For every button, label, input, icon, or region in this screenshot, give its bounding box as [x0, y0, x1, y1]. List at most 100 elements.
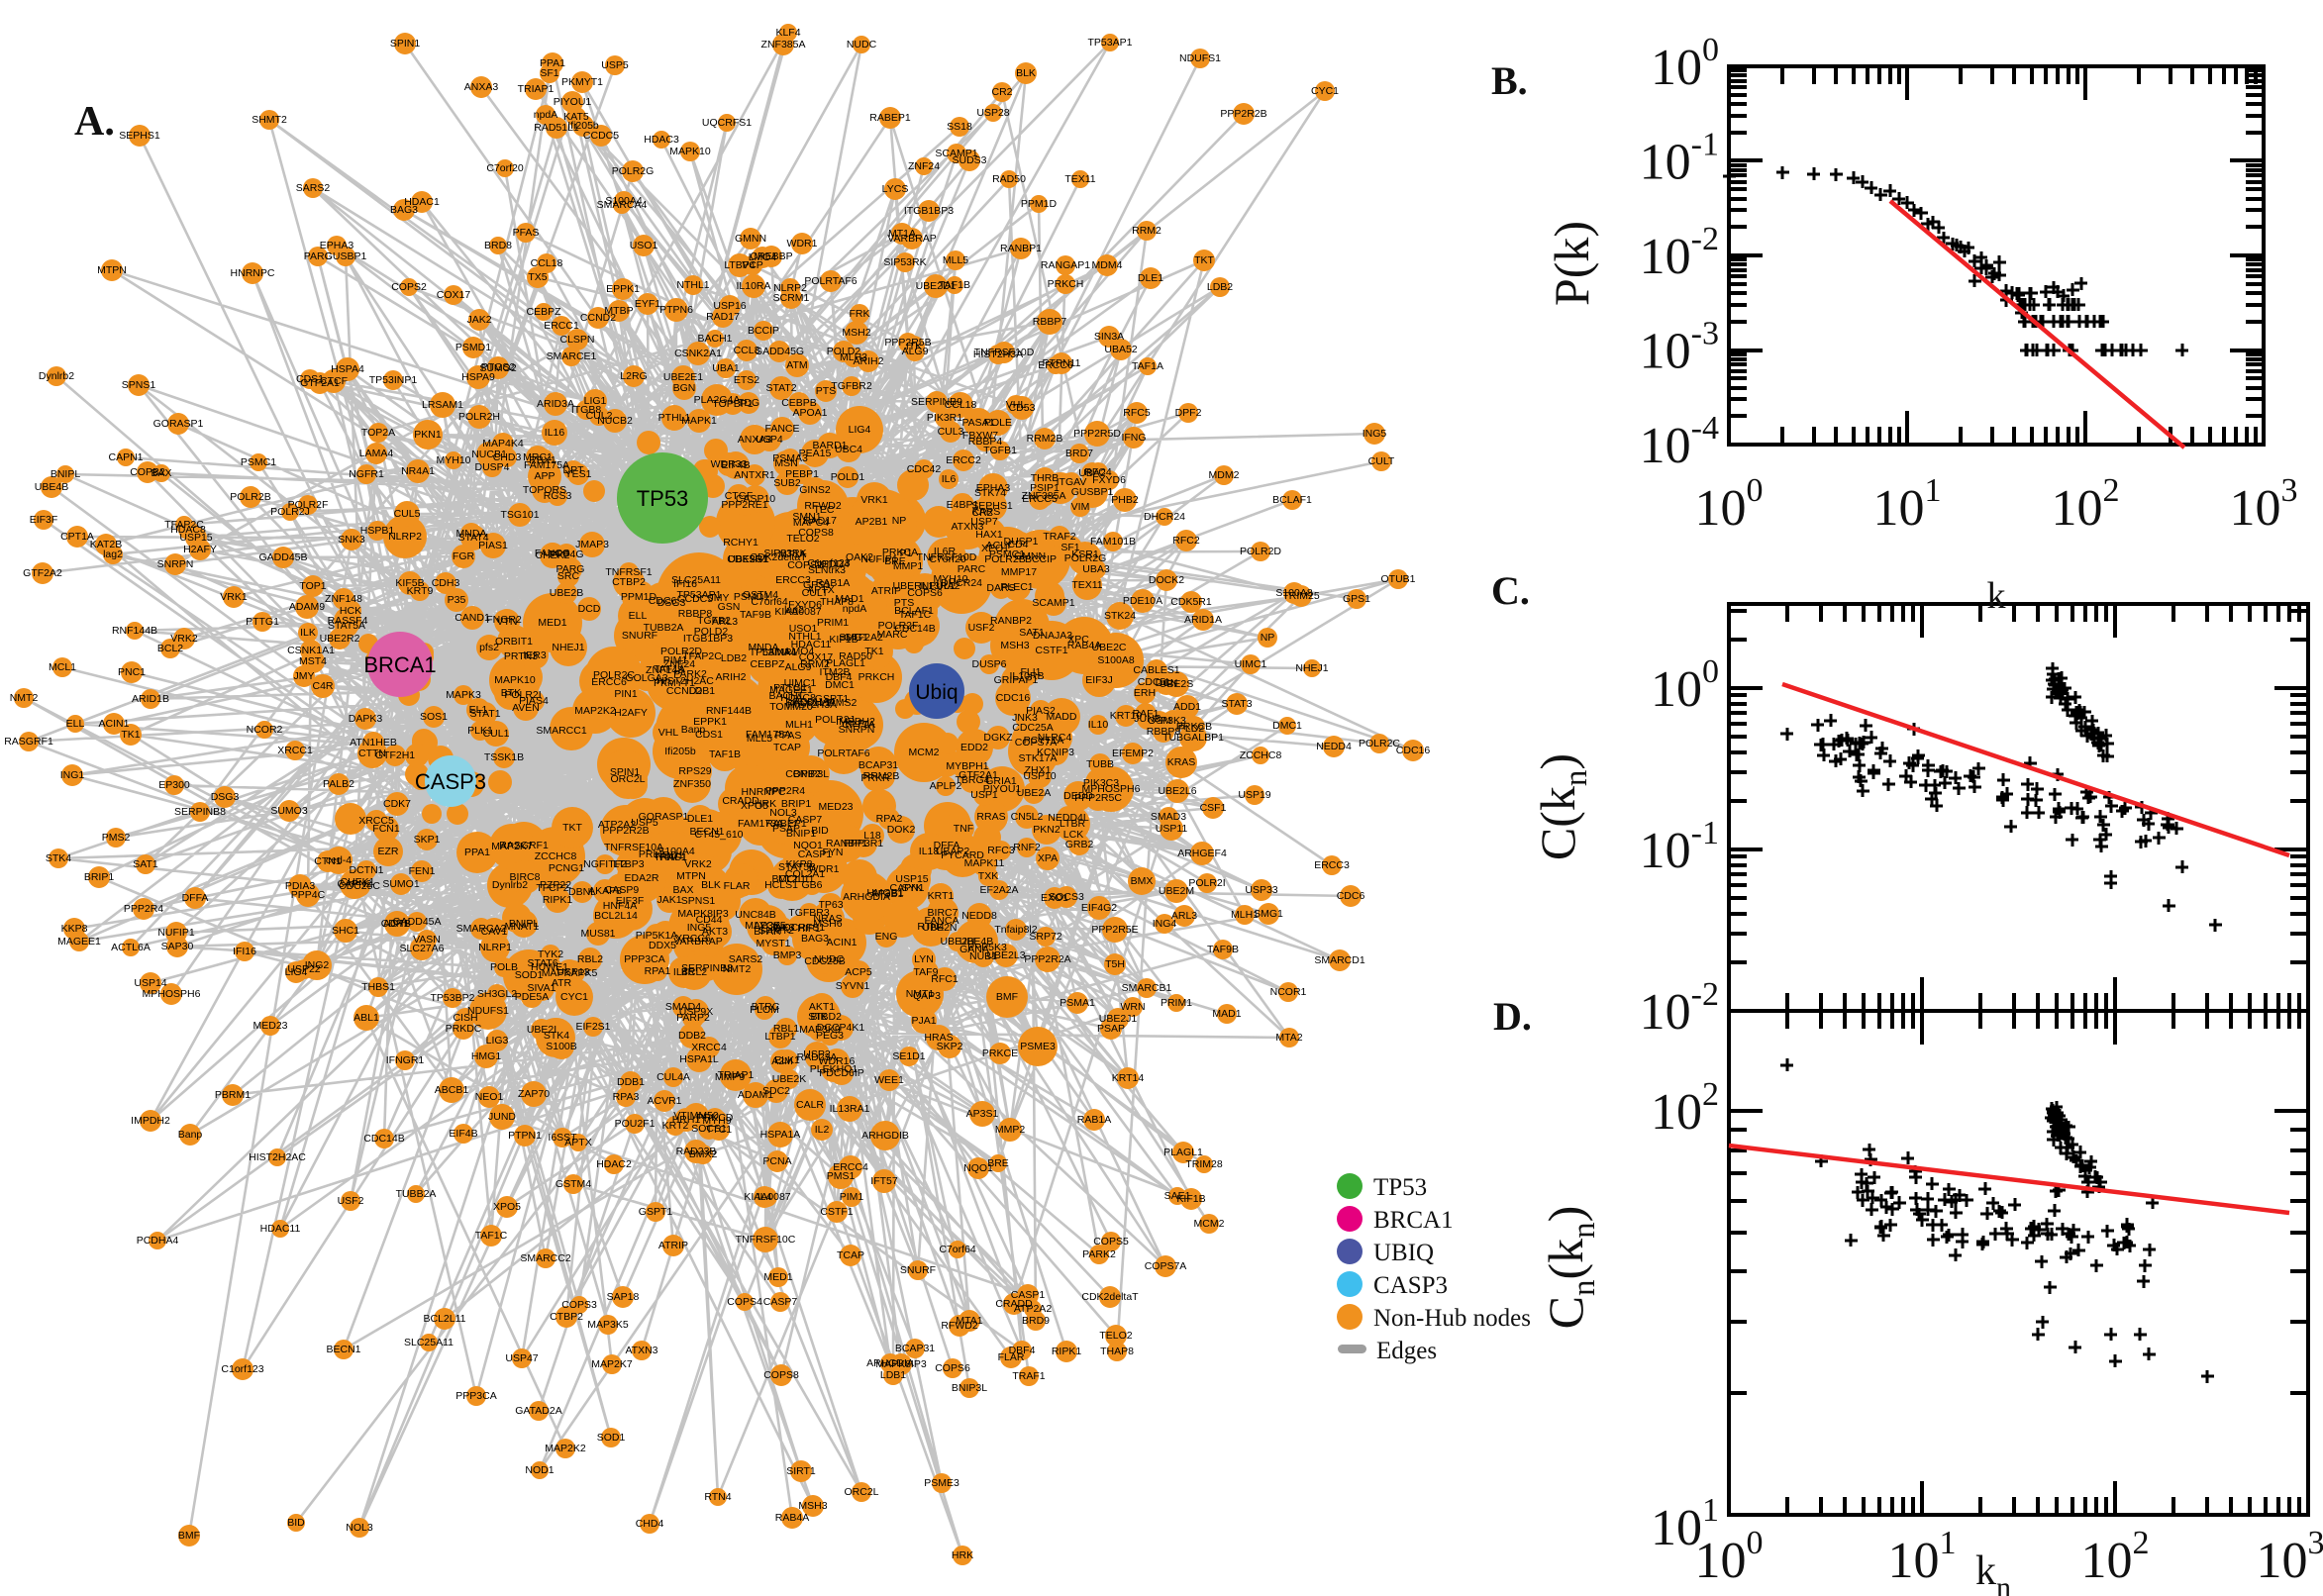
svg-text:PRTN3: PRTN3 — [504, 650, 538, 662]
svg-text:TKT: TKT — [1194, 254, 1214, 266]
svg-text:C1orf123: C1orf123 — [807, 557, 850, 569]
svg-text:BARD1: BARD1 — [812, 440, 847, 451]
svg-text:IL4R: IL4R — [673, 966, 696, 978]
svg-text:ATXN3: ATXN3 — [625, 1345, 657, 1356]
svg-text:AP3S1: AP3S1 — [966, 1108, 999, 1120]
svg-text:RPS29: RPS29 — [678, 765, 711, 777]
svg-text:GMNN: GMNN — [1014, 550, 1046, 562]
svg-text:FXYD6: FXYD6 — [788, 599, 822, 611]
svg-text:DMC1: DMC1 — [1272, 720, 1302, 732]
svg-text:ARHGDIA: ARHGDIA — [843, 891, 890, 903]
svg-text:USP47: USP47 — [505, 1352, 538, 1364]
svg-text:lag2: lag2 — [784, 604, 804, 616]
svg-text:VRK1: VRK1 — [220, 591, 248, 603]
svg-text:STK24: STK24 — [1104, 610, 1136, 622]
svg-text:TNFRSF10C: TNFRSF10C — [736, 1234, 796, 1246]
svg-text:CCDC5: CCDC5 — [677, 593, 713, 605]
svg-text:NEDD4: NEDD4 — [1316, 741, 1352, 752]
svg-text:A2M: A2M — [771, 1055, 793, 1067]
svg-text:PLAGL1: PLAGL1 — [1163, 1147, 1203, 1158]
svg-text:DFFA: DFFA — [934, 840, 960, 851]
svg-text:RASGRF1: RASGRF1 — [499, 840, 549, 851]
svg-text:FLAR: FLAR — [724, 880, 751, 892]
svg-text:PBRM1: PBRM1 — [215, 1089, 251, 1101]
svg-text:NEDD4: NEDD4 — [814, 558, 850, 570]
svg-text:PSME3: PSME3 — [924, 1477, 960, 1489]
svg-text:ACVR1: ACVR1 — [647, 1095, 681, 1107]
svg-text:LDB2: LDB2 — [721, 652, 747, 664]
svg-text:SMARCC1: SMARCC1 — [536, 725, 587, 737]
svg-text:IFNG: IFNG — [1121, 432, 1146, 444]
svg-text:k: k — [1987, 575, 2006, 617]
svg-text:BRD7: BRD7 — [1065, 448, 1093, 459]
svg-text:AKT3: AKT3 — [702, 926, 728, 938]
svg-text:TRAF2: TRAF2 — [1043, 531, 1075, 543]
svg-text:COPS5: COPS5 — [1093, 1236, 1129, 1247]
svg-text:LYCS: LYCS — [755, 920, 781, 932]
svg-text:PHB2: PHB2 — [1111, 494, 1139, 506]
svg-text:KCNIP3: KCNIP3 — [1037, 747, 1074, 758]
svg-text:TNFRSF10D: TNFRSF10D — [974, 347, 1035, 358]
svg-text:COPS2: COPS2 — [391, 281, 427, 293]
svg-text:TRAF1: TRAF1 — [654, 851, 686, 863]
svg-text:GTF2A1: GTF2A1 — [959, 769, 998, 781]
svg-text:NEDD8: NEDD8 — [961, 910, 997, 922]
svg-text:PPP2R5E: PPP2R5E — [1091, 924, 1138, 936]
svg-text:SHMT2: SHMT2 — [252, 114, 287, 126]
svg-text:EIF3F: EIF3F — [616, 895, 645, 907]
svg-text:COPS8: COPS8 — [798, 527, 834, 539]
svg-text:TAF1C: TAF1C — [899, 609, 932, 621]
svg-text:POLR2B: POLR2B — [230, 491, 270, 503]
svg-text:TRIM28: TRIM28 — [1185, 1158, 1223, 1170]
svg-text:SAT1: SAT1 — [133, 858, 158, 870]
svg-text:MDM2: MDM2 — [1209, 469, 1240, 481]
svg-text:C7orf20: C7orf20 — [929, 553, 966, 565]
svg-text:P(k): P(k) — [1544, 221, 1599, 306]
svg-text:NMT1: NMT1 — [906, 988, 935, 1000]
svg-text:SLC25A11: SLC25A11 — [671, 574, 721, 586]
svg-text:L18: L18 — [863, 830, 881, 842]
svg-text:MAP4K4: MAP4K4 — [482, 438, 524, 449]
svg-text:GRIPAP1: GRIPAP1 — [994, 674, 1039, 686]
svg-text:TK1: TK1 — [121, 729, 140, 741]
svg-text:DMC1: DMC1 — [825, 679, 855, 691]
svg-text:PTPN1: PTPN1 — [508, 1130, 542, 1142]
svg-text:RAD17: RAD17 — [803, 515, 837, 527]
svg-text:RNF144B: RNF144B — [112, 625, 157, 637]
svg-text:PSMD1: PSMD1 — [734, 591, 769, 603]
svg-text:EFEMP2: EFEMP2 — [1112, 748, 1154, 759]
svg-text:PPM1D: PPM1D — [1021, 198, 1058, 210]
svg-text:CYC1: CYC1 — [1311, 85, 1339, 97]
svg-text:PPP2R5D: PPP2R5D — [1073, 428, 1121, 440]
svg-text:UBE2S: UBE2S — [1160, 678, 1193, 690]
svg-text:RANBP1: RANBP1 — [1000, 243, 1042, 254]
svg-text:HMG1: HMG1 — [471, 1050, 501, 1062]
svg-text:NLRP1: NLRP1 — [478, 942, 512, 953]
svg-text:XRCC4: XRCC4 — [691, 1042, 727, 1053]
svg-text:SPNS1: SPNS1 — [681, 895, 716, 907]
svg-text:BIRC8: BIRC8 — [510, 871, 541, 883]
svg-text:TAF1B: TAF1B — [939, 279, 970, 291]
svg-text:VRK2: VRK2 — [684, 858, 712, 870]
svg-text:SMG1: SMG1 — [839, 632, 868, 644]
svg-text:PKN1: PKN1 — [414, 429, 442, 441]
svg-text:CR2: CR2 — [991, 86, 1012, 98]
svg-text:CTBP2: CTBP2 — [612, 576, 646, 588]
svg-text:JMAP3: JMAP3 — [575, 539, 609, 550]
svg-text:SOD1: SOD1 — [515, 969, 544, 981]
svg-text:POLR2H: POLR2H — [458, 411, 500, 423]
svg-text:POLD2: POLD2 — [694, 626, 729, 638]
svg-text:UBE2E1: UBE2E1 — [663, 371, 703, 383]
svg-text:MYBPH1: MYBPH1 — [946, 760, 988, 772]
svg-text:T5H: T5H — [1105, 958, 1125, 970]
svg-text:C.: C. — [1491, 568, 1530, 613]
svg-text:RBL2: RBL2 — [577, 953, 603, 965]
svg-text:GSTM4: GSTM4 — [743, 589, 778, 601]
svg-text:STAT5B: STAT5B — [778, 861, 816, 873]
svg-text:TCAP: TCAP — [773, 742, 801, 753]
svg-text:CAND1: CAND1 — [454, 612, 490, 624]
svg-text:ERCC2: ERCC2 — [946, 454, 981, 466]
svg-text:AP3B1: AP3B1 — [871, 888, 904, 900]
svg-text:PARC: PARC — [958, 563, 986, 575]
svg-text:EF2A2A: EF2A2A — [979, 884, 1018, 896]
